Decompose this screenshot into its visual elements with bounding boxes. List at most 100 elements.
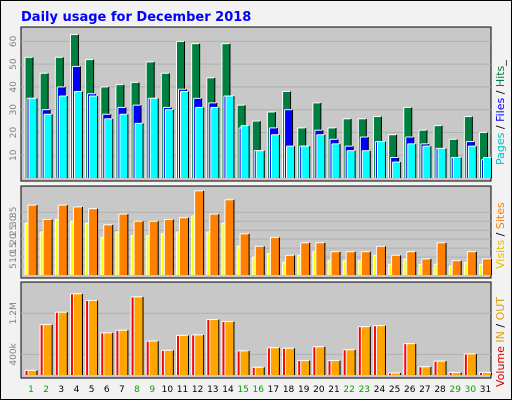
x-tick-label: 22 bbox=[343, 385, 354, 395]
kbytes-in-bar bbox=[57, 311, 68, 375]
y-tick-label: 5 bbox=[9, 263, 19, 269]
kbytes-in-bar bbox=[360, 326, 371, 375]
x-tick-label: 4 bbox=[74, 385, 80, 395]
y-tick-label: 40 bbox=[9, 81, 19, 93]
legend-top: Pages / Files / Hits_ bbox=[494, 60, 507, 165]
legend-entry: Sites bbox=[494, 202, 507, 229]
y-tick-label: 35 bbox=[9, 207, 19, 218]
sites-bar bbox=[285, 254, 296, 275]
kbytes-in-bar bbox=[239, 350, 250, 375]
sites-bar bbox=[88, 208, 99, 275]
kbytes-in-bar bbox=[285, 347, 296, 375]
x-tick-label: 13 bbox=[207, 385, 218, 395]
sites-bar bbox=[375, 245, 386, 275]
x-tick-label: 14 bbox=[222, 385, 234, 395]
pages-bar bbox=[392, 161, 402, 178]
x-tick-label: 12 bbox=[192, 385, 203, 395]
sites-bar bbox=[133, 220, 144, 275]
pages-bar bbox=[452, 157, 462, 178]
pages-bar bbox=[149, 97, 159, 178]
y-tick-label: 50 bbox=[9, 58, 19, 70]
sites-bar bbox=[451, 260, 462, 275]
sites-bar bbox=[194, 190, 205, 275]
pages-bar bbox=[270, 134, 280, 178]
kbytes-in-bar bbox=[345, 349, 356, 375]
sites-bar bbox=[148, 220, 159, 275]
sites-bar bbox=[179, 217, 189, 275]
kbytes-in-bar bbox=[391, 372, 402, 375]
kbytes-in-bar bbox=[482, 371, 492, 375]
kbytes-in-bar bbox=[406, 343, 417, 375]
x-tick-label: 18 bbox=[283, 385, 295, 395]
kbytes-in-bar bbox=[421, 366, 432, 375]
kbytes-in-bar bbox=[254, 366, 265, 375]
legend-entry: / bbox=[494, 229, 507, 240]
pages-bar bbox=[104, 118, 114, 178]
kbytes-in-bar bbox=[163, 349, 174, 375]
x-tick-label: 25 bbox=[389, 385, 400, 395]
y-tick-label: 60 bbox=[9, 35, 19, 47]
kbytes-in-bar bbox=[436, 360, 447, 375]
pages-bar bbox=[407, 143, 417, 178]
pages-bar bbox=[89, 95, 99, 178]
legend-entry: Visits bbox=[494, 240, 507, 269]
x-tick-label: 10 bbox=[162, 385, 174, 395]
sites-bar bbox=[42, 218, 53, 275]
legend-entry: Pages bbox=[494, 132, 507, 165]
sites-bar bbox=[421, 258, 432, 275]
kbytes-in-bar bbox=[451, 371, 462, 375]
x-tick-label: 5 bbox=[89, 385, 95, 395]
legend-entry: Volume bbox=[494, 346, 507, 387]
sites-bar bbox=[57, 204, 68, 275]
pages-bar bbox=[255, 150, 265, 178]
x-tick-label: 1 bbox=[28, 385, 34, 395]
pages-bar bbox=[376, 141, 386, 178]
x-tick-label: 8 bbox=[134, 385, 140, 395]
x-tick-label: 26 bbox=[404, 385, 416, 395]
sites-bar bbox=[254, 245, 265, 275]
y-tick-label: 15 bbox=[9, 242, 19, 253]
pages-bar bbox=[225, 95, 235, 178]
x-tick-label: 15 bbox=[237, 385, 248, 395]
pages-bar bbox=[43, 113, 53, 178]
legend-bottom: Volume IN / OUT bbox=[494, 297, 507, 387]
kbytes-in-bar bbox=[42, 324, 53, 375]
pages-bar bbox=[195, 106, 205, 178]
kbytes-in-bar bbox=[269, 347, 280, 375]
x-tick-label: 6 bbox=[104, 385, 110, 395]
pages-bar bbox=[316, 134, 326, 178]
pages-bar bbox=[286, 145, 296, 178]
x-tick-label: 31 bbox=[480, 385, 491, 395]
pages-bar bbox=[422, 145, 432, 178]
pages-bar bbox=[331, 143, 341, 178]
legend-entry: / bbox=[494, 320, 507, 331]
bars bbox=[24, 293, 492, 375]
kbytes-in-bar bbox=[103, 332, 114, 375]
y-tick-label: 10 bbox=[9, 251, 19, 263]
sites-bar bbox=[315, 242, 326, 275]
sites-bar bbox=[345, 251, 356, 275]
pages-bar bbox=[483, 157, 492, 178]
sites-bar bbox=[330, 251, 341, 275]
sites-bar bbox=[300, 242, 311, 275]
pages-bar bbox=[134, 122, 144, 178]
legend-entry: _ bbox=[494, 60, 507, 67]
kbytes-in-bar bbox=[133, 296, 144, 375]
sites-bar bbox=[391, 254, 402, 275]
pages-bar bbox=[58, 95, 68, 178]
sites-bar bbox=[436, 242, 447, 275]
kbytes-in-bar bbox=[209, 318, 220, 375]
kbytes-in-bar bbox=[466, 353, 477, 375]
x-tick-label: 24 bbox=[374, 385, 386, 395]
legend-entry: Files bbox=[494, 98, 507, 122]
kbytes-in-bar bbox=[148, 340, 159, 375]
sites-bar bbox=[224, 199, 235, 275]
x-tick-label: 9 bbox=[149, 385, 155, 395]
x-tick-label: 29 bbox=[449, 385, 461, 395]
pages-bar bbox=[164, 109, 174, 178]
x-tick-label: 27 bbox=[419, 385, 430, 395]
chart-panel-1: 10 20 30 40 50 60 bbox=[9, 25, 492, 182]
